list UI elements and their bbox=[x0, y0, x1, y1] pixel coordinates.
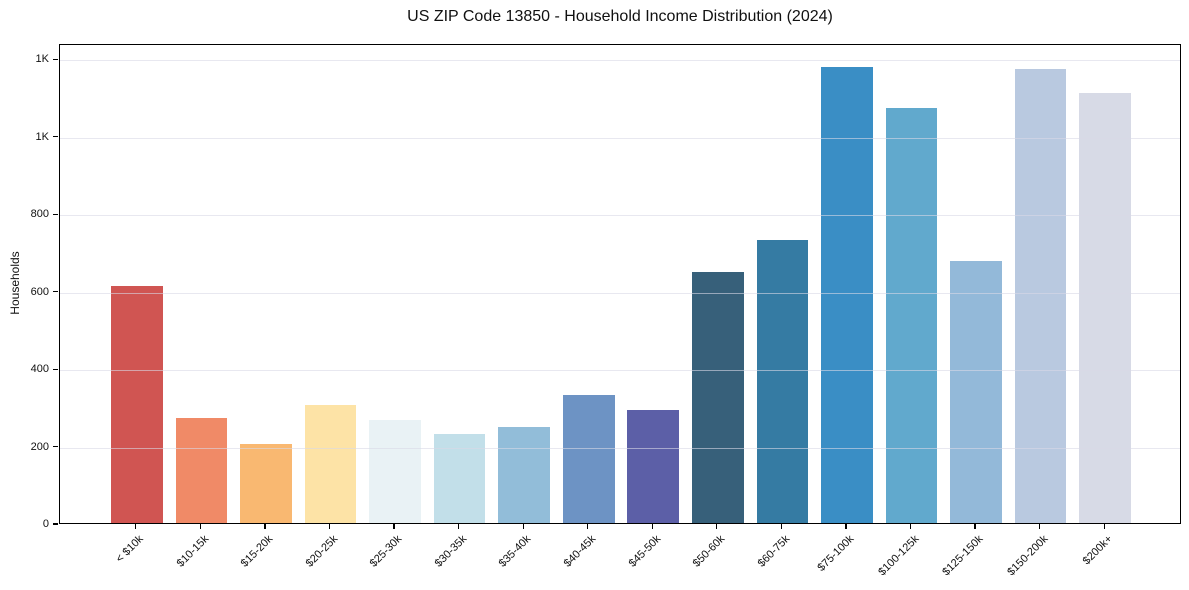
y-tickmark bbox=[53, 368, 58, 370]
x-tickmark bbox=[1103, 524, 1105, 529]
x-tickmark bbox=[393, 524, 395, 529]
x-tickmark bbox=[845, 524, 847, 529]
gridline bbox=[60, 215, 1180, 217]
x-tickmark bbox=[716, 524, 718, 529]
x-tick-label: $50-60k bbox=[690, 533, 728, 570]
y-tick-label: 200 bbox=[30, 440, 49, 453]
x-tick-label: $125-150k bbox=[940, 533, 986, 579]
bar bbox=[175, 417, 228, 523]
gridline bbox=[60, 370, 1180, 372]
x-tickmark bbox=[909, 524, 912, 529]
y-tickmark bbox=[53, 58, 58, 61]
bar bbox=[240, 444, 292, 523]
x-tick-label: $35-40k bbox=[497, 533, 534, 570]
x-tick-label: $10-15k bbox=[174, 533, 211, 570]
bar bbox=[1079, 93, 1131, 523]
bar bbox=[498, 427, 550, 523]
x-tickmark bbox=[135, 524, 137, 529]
y-axis-label: Households bbox=[8, 251, 22, 315]
x-tickmark bbox=[328, 524, 331, 529]
bar bbox=[111, 286, 163, 523]
x-tick-label: < $10k bbox=[114, 533, 147, 566]
y-tick-label: 800 bbox=[30, 208, 49, 221]
x-tickmark bbox=[974, 524, 976, 529]
bar bbox=[756, 239, 809, 523]
y-tick-label: 600 bbox=[30, 285, 49, 298]
x-tick-label: $100-125k bbox=[875, 533, 922, 579]
bar bbox=[304, 404, 357, 523]
bar bbox=[562, 395, 615, 523]
gridline bbox=[60, 292, 1180, 294]
x-tick-label: $45-50k bbox=[626, 533, 663, 570]
x-tickmark bbox=[780, 524, 782, 529]
x-tick-label: $30-35k bbox=[432, 533, 470, 570]
x-tickmark bbox=[458, 524, 460, 529]
bar bbox=[627, 410, 680, 523]
y-tickmark bbox=[53, 291, 58, 293]
gridline bbox=[60, 60, 1180, 62]
x-tick-label: $60-75k bbox=[755, 533, 792, 570]
y-tick-label: 1K bbox=[35, 130, 49, 143]
x-tick-label: $75-100k bbox=[815, 533, 857, 574]
y-tick-label: 0 bbox=[42, 518, 49, 530]
x-tick-label: $40-45k bbox=[561, 533, 599, 570]
bar bbox=[821, 67, 873, 523]
y-tick-label: 400 bbox=[30, 363, 49, 376]
bar bbox=[692, 272, 744, 523]
x-tick-label: $150-200k bbox=[1004, 533, 1051, 579]
bar bbox=[1014, 69, 1067, 523]
y-tickmark bbox=[53, 213, 58, 215]
y-tickmark bbox=[53, 136, 58, 138]
bar bbox=[369, 420, 421, 523]
y-tickmark bbox=[53, 445, 58, 448]
x-tickmark bbox=[199, 524, 201, 529]
gridline bbox=[60, 137, 1180, 139]
bar bbox=[885, 108, 938, 523]
x-tick-label: $25-30k bbox=[367, 533, 405, 570]
x-tick-label: $20-25k bbox=[303, 533, 340, 570]
x-tickmark bbox=[522, 524, 524, 529]
x-tick-label: $15-20k bbox=[238, 533, 276, 570]
x-tickmark bbox=[264, 524, 266, 529]
y-tickmark bbox=[53, 523, 58, 525]
gridline bbox=[60, 447, 1180, 449]
plot-area bbox=[59, 44, 1181, 524]
x-tick-label: $200k+ bbox=[1080, 533, 1115, 568]
x-tickmark bbox=[1039, 524, 1041, 529]
x-tickmark bbox=[587, 524, 589, 529]
chart-title: US ZIP Code 13850 - Household Income Dis… bbox=[407, 8, 833, 25]
bar bbox=[950, 261, 1002, 523]
y-tick-label: 1K bbox=[35, 53, 49, 66]
x-tickmark bbox=[651, 524, 653, 529]
